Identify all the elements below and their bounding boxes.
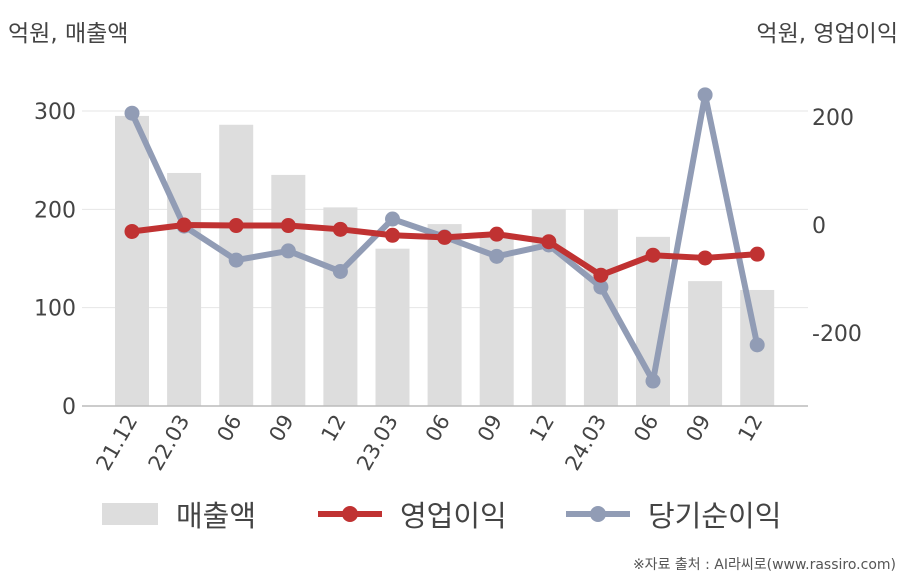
right-axis-tick-label: -200 — [812, 322, 862, 347]
legend-label-revenue: 매출액 — [176, 499, 257, 533]
left-axis-tick-label: 200 — [34, 198, 76, 223]
x-axis-tick-label: 09 — [264, 411, 298, 446]
bar-revenue — [271, 174, 306, 406]
legend-item-operating-profit[interactable]: 영업이익 — [318, 492, 507, 536]
bar-revenue — [375, 248, 410, 406]
legend-swatch-net-income — [566, 503, 630, 525]
point-operating-profit — [280, 218, 296, 234]
left-axis-tick-label: 300 — [34, 100, 76, 125]
point-operating-profit — [697, 250, 713, 266]
point-operating-profit — [749, 246, 765, 262]
point-net-income — [385, 211, 400, 227]
legend-swatch-revenue — [102, 503, 158, 525]
x-axis-tick-label: 12 — [525, 411, 559, 446]
legend-label-net-income: 당기순이익 — [648, 499, 782, 533]
source-note: ※자료 출처 : AI라씨로(www.rassiro.com) — [632, 557, 896, 573]
left-axis-tick-label: 100 — [34, 297, 76, 322]
x-axis-tick-label: 12 — [733, 411, 767, 446]
point-operating-profit — [385, 227, 400, 243]
point-operating-profit — [593, 267, 609, 283]
left-axis-unit-label: 억원, 매출액 — [8, 21, 129, 47]
x-axis-tick-label: 21.12 — [91, 411, 142, 475]
x-axis-tick-label: 12 — [317, 411, 351, 446]
point-operating-profit — [541, 234, 557, 250]
point-net-income — [489, 248, 505, 264]
right-axis-tick-label: 0 — [812, 214, 826, 239]
point-net-income — [124, 105, 140, 121]
point-operating-profit — [176, 217, 192, 233]
x-axis-tick-label: 22.03 — [144, 411, 195, 475]
point-operating-profit — [124, 223, 140, 239]
point-operating-profit — [489, 226, 505, 242]
x-axis-tick-label: 06 — [421, 411, 455, 446]
bar-revenue — [688, 281, 723, 406]
legend-item-net-income[interactable]: 당기순이익 — [566, 492, 781, 536]
point-net-income — [645, 373, 661, 389]
x-axis-tick-label: 24.03 — [560, 411, 611, 475]
legend-swatch-operating-profit — [318, 503, 382, 525]
right-axis-unit-label: 억원, 영업이익 — [756, 21, 898, 47]
x-axis-tick-label: 23.03 — [352, 411, 403, 475]
point-net-income — [749, 337, 765, 353]
bar-revenue — [427, 224, 462, 406]
point-operating-profit — [645, 247, 661, 263]
point-operating-profit — [437, 229, 453, 245]
bar-revenue — [115, 115, 149, 407]
chart-legend: 매출액 영업이익 당기순이익 — [0, 492, 908, 536]
bar-revenue — [167, 172, 202, 406]
point-net-income — [228, 252, 244, 268]
point-net-income — [280, 243, 296, 259]
legend-label-operating-profit: 영업이익 — [400, 499, 507, 533]
bar-revenue — [323, 207, 358, 406]
point-net-income — [332, 263, 348, 279]
point-net-income — [593, 279, 609, 295]
point-net-income — [697, 87, 713, 103]
x-axis-tick-label: 06 — [629, 411, 663, 446]
right-axis-tick-label: 200 — [812, 106, 854, 131]
x-axis-tick-label: 09 — [681, 411, 715, 446]
left-axis-tick-label: 0 — [62, 395, 76, 420]
point-operating-profit — [228, 218, 244, 234]
x-axis-tick-label: 06 — [212, 411, 246, 446]
x-axis-tick-label: 09 — [473, 411, 507, 446]
point-operating-profit — [332, 221, 348, 237]
legend-item-revenue[interactable]: 매출액 — [102, 492, 256, 536]
